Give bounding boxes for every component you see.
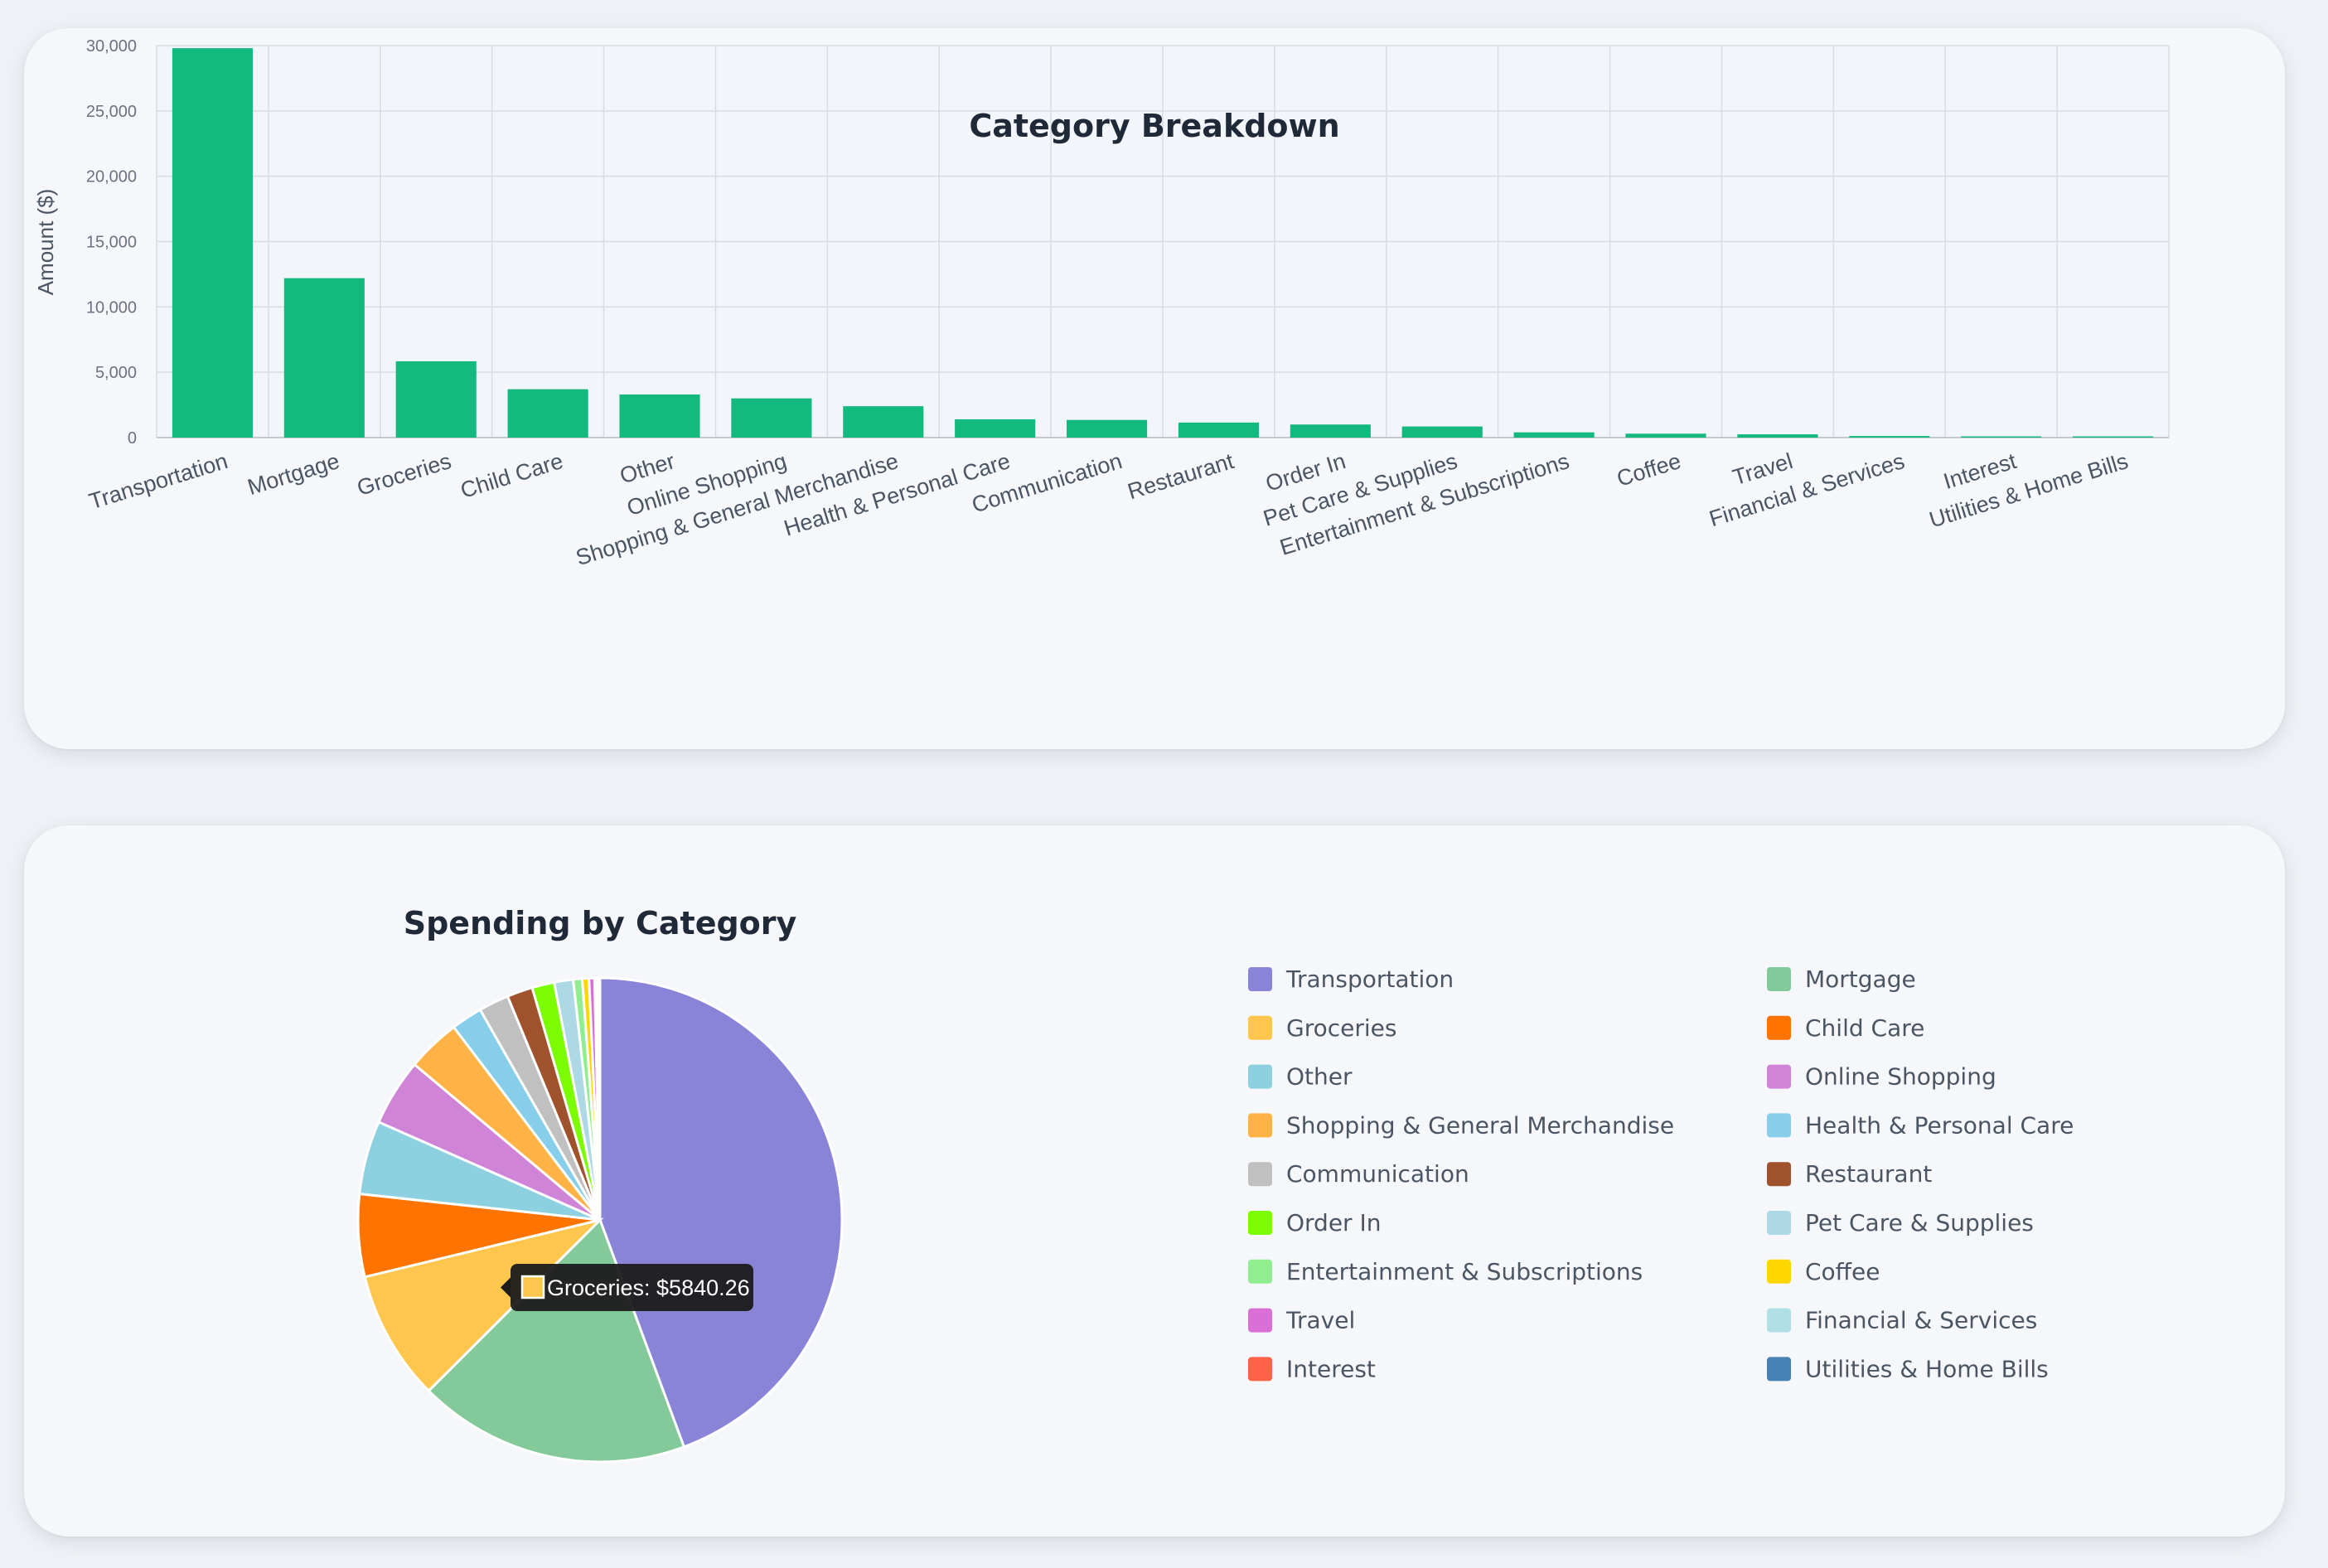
legend-label: Health & Personal Care (1805, 1111, 2074, 1139)
pie-slice-groceries[interactable] (363, 1217, 604, 1393)
legend-swatch (1767, 1357, 1791, 1382)
legend-item[interactable]: Travel (1248, 1307, 1355, 1334)
bar-other[interactable] (619, 394, 700, 438)
legend-swatch (1248, 967, 1272, 991)
legend-label: Restaurant (1805, 1160, 1932, 1188)
pie-chart (356, 976, 844, 1464)
bar-mortgage[interactable] (283, 278, 365, 438)
bar-restaurant[interactable] (1178, 422, 1260, 438)
bar-travel[interactable] (1737, 434, 1818, 438)
legend-label: Pet Care & Supplies (1805, 1209, 2034, 1236)
bar-chart-title: Category Breakdown (969, 108, 1339, 144)
y-tick-label: 20,000 (86, 168, 137, 186)
legend-label: Other (1286, 1063, 1353, 1091)
legend-swatch (1248, 1162, 1272, 1187)
legend-item[interactable]: Pet Care & Supplies (1767, 1209, 2034, 1236)
legend-label: Communication (1286, 1160, 1469, 1188)
legend-item[interactable]: Transportation (1248, 965, 1454, 993)
legend-label: Shopping & General Merchandise (1286, 1111, 1674, 1139)
bar-communication[interactable] (1066, 419, 1148, 438)
bar-chart-y-axis-label: Amount ($) (33, 189, 58, 296)
bar-entertainment-subscriptions[interactable] (1513, 432, 1595, 438)
bar-transportation[interactable] (172, 48, 254, 438)
legend-item[interactable]: Other (1248, 1063, 1353, 1091)
tooltip-box (511, 1264, 753, 1311)
legend-item[interactable]: Coffee (1767, 1258, 1880, 1285)
bar-utilities-home-bills[interactable] (2072, 436, 2154, 438)
legend-swatch (1767, 1211, 1791, 1235)
legend-swatch (1767, 1308, 1791, 1333)
legend-label: Coffee (1805, 1258, 1880, 1285)
legend-label: Financial & Services (1805, 1307, 2037, 1334)
x-tick-label: Child Care (457, 448, 566, 503)
legend-swatch (1248, 1211, 1272, 1235)
y-tick-label: 30,000 (86, 37, 137, 56)
pie-chart-title: Spending by Category (404, 905, 797, 941)
y-tick-label: 25,000 (86, 103, 137, 121)
legend-swatch (1248, 1357, 1272, 1382)
legend-swatch (1248, 1015, 1272, 1040)
legend-item[interactable]: Order In (1248, 1209, 1381, 1236)
pie-slice-utilities-home-bills[interactable] (598, 976, 602, 1221)
legend-item[interactable]: Health & Personal Care (1767, 1111, 2074, 1139)
y-tick-label: 15,000 (86, 234, 137, 252)
legend-swatch (1767, 1064, 1791, 1089)
x-tick-label: Transportation (86, 448, 230, 514)
y-tick-label: 0 (128, 429, 137, 448)
bar-coffee[interactable] (1625, 433, 1706, 438)
legend-item[interactable]: Communication (1248, 1160, 1469, 1188)
legend-label: Interest (1286, 1355, 1376, 1382)
legend-item[interactable]: Groceries (1248, 1014, 1396, 1042)
tooltip-swatch (520, 1275, 545, 1299)
legend-swatch (1767, 1259, 1791, 1284)
bar-pet-care-supplies[interactable] (1401, 426, 1483, 438)
bar-groceries[interactable] (395, 361, 477, 438)
legend-swatch (1767, 967, 1791, 991)
y-tick-label: 10,000 (86, 298, 137, 317)
legend-label: Entertainment & Subscriptions (1286, 1258, 1643, 1285)
pie-legend: Transportation Mortgage Groceries Child Car… (1248, 965, 2074, 1382)
x-tick-label: Restaurant (1125, 448, 1237, 504)
legend-swatch (1767, 1015, 1791, 1040)
legend-label: Child Care (1805, 1014, 1924, 1042)
legend-item[interactable]: Utilities & Home Bills (1767, 1355, 2049, 1382)
legend-swatch (1248, 1259, 1272, 1284)
legend-item[interactable]: Entertainment & Subscriptions (1248, 1258, 1643, 1285)
legend-item[interactable]: Child Care (1767, 1014, 1924, 1042)
x-tick-label: Mortgage (244, 448, 342, 500)
x-tick-label: Groceries (354, 448, 454, 501)
legend-label: Travel (1285, 1307, 1355, 1334)
bar-order-in[interactable] (1290, 424, 1371, 438)
legend-item[interactable]: Shopping & General Merchandise (1248, 1111, 1674, 1139)
legend-label: Mortgage (1805, 965, 1916, 993)
pie-slice-transportation[interactable] (598, 976, 844, 1449)
pie-tooltip: Groceries: $5840.26 (501, 1264, 753, 1311)
bar-interest[interactable] (1961, 436, 2042, 438)
bar-online-shopping[interactable] (731, 398, 812, 438)
bar-financial-services[interactable] (1849, 436, 1930, 438)
y-tick-label: 5,000 (95, 364, 137, 382)
legend-label: Utilities & Home Bills (1805, 1355, 2049, 1382)
bar-health-personal-care[interactable] (955, 419, 1036, 438)
legend-item[interactable]: Financial & Services (1767, 1307, 2037, 1334)
legend-label: Transportation (1285, 965, 1454, 993)
bar-shopping-general-merchandise[interactable] (843, 406, 924, 438)
legend-swatch (1767, 1162, 1791, 1187)
x-tick-label: Coffee (1614, 448, 1683, 491)
legend-label: Online Shopping (1805, 1063, 1996, 1091)
legend-item[interactable]: Online Shopping (1767, 1063, 1996, 1091)
tooltip-pointer (501, 1277, 511, 1298)
legend-swatch (1248, 1064, 1272, 1089)
legend-item[interactable]: Restaurant (1767, 1160, 1932, 1188)
legend-label: Groceries (1286, 1014, 1396, 1042)
legend-swatch (1248, 1113, 1272, 1138)
legend-label: Order In (1286, 1209, 1381, 1236)
legend-item[interactable]: Interest (1248, 1355, 1376, 1382)
tooltip-text: Groceries: $5840.26 (547, 1275, 750, 1300)
legend-item[interactable]: Mortgage (1767, 965, 1916, 993)
legend-swatch (1248, 1308, 1272, 1333)
legend-swatch (1767, 1113, 1791, 1138)
bar-child-care[interactable] (507, 389, 588, 438)
